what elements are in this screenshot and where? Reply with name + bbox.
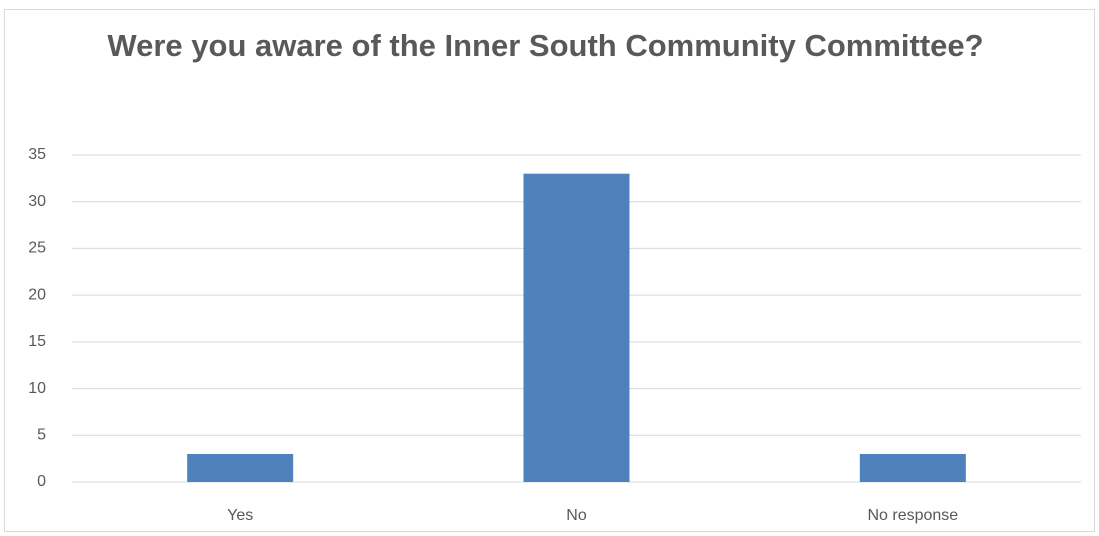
y-tick-label: 0 [37,473,46,490]
x-tick-label: Yes [227,507,253,524]
y-tick-label: 5 [37,427,46,444]
y-tick-label: 10 [28,380,46,397]
y-tick-label: 35 [28,146,46,163]
bars [187,173,966,482]
chart-title: Were you aware of the Inner South Commun… [107,28,984,63]
x-axis-ticks: Yes No No response [227,507,958,524]
x-tick-label: No [566,507,587,524]
y-tick-label: 15 [28,333,46,350]
bar-yes [187,453,294,482]
y-axis-ticks: 0 5 10 15 20 25 30 35 [28,146,46,490]
bar-no [523,173,630,482]
bar-no-response [859,453,966,482]
y-tick-label: 20 [28,286,46,303]
y-tick-label: 25 [28,240,46,257]
x-tick-label: No response [867,507,958,524]
y-tick-label: 30 [28,193,46,210]
